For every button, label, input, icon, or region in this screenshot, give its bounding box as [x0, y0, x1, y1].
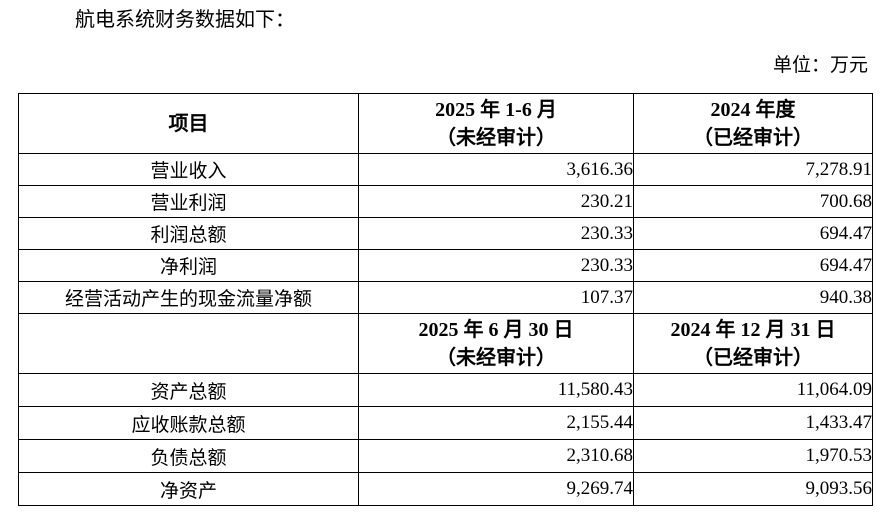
header-date-2025-line1: 2025 年 6 月 30 日 — [418, 318, 574, 341]
value-2025: 230.33 — [358, 217, 634, 250]
value-2025: 3,616.36 — [358, 153, 634, 186]
value-2025: 107.37 — [358, 281, 634, 314]
balance-header-empty-cell — [18, 313, 359, 374]
header-period-2024-line1: 2024 年度 — [710, 98, 796, 121]
header-cell-date-2024: 2024 年 12 月 31 日 （已经审计） — [633, 313, 873, 374]
value-2024: 1,970.53 — [633, 439, 873, 473]
table-row-total-profit: 利润总额 230.33 694.47 — [18, 217, 873, 250]
header-cell-period-2025: 2025 年 1-6 月 （未经审计） — [358, 93, 634, 154]
header-period-2025-line1: 2025 年 1-6 月 — [435, 98, 557, 121]
table-row-operating-cash-flow: 经营活动产生的现金流量净额 107.37 940.38 — [18, 281, 873, 314]
table-row-total-liabilities: 负债总额 2,310.68 1,970.53 — [18, 439, 873, 473]
value-2024: 7,278.91 — [633, 153, 873, 186]
item-label: 利润总额 — [18, 217, 359, 250]
header-date-2024-line1: 2024 年 12 月 31 日 — [670, 318, 836, 341]
value-2024: 940.38 — [633, 281, 873, 314]
item-label: 营业收入 — [18, 153, 359, 186]
value-2024: 700.68 — [633, 185, 873, 218]
balance-header-row: 2025 年 6 月 30 日 （未经审计） 2024 年 12 月 31 日 … — [18, 313, 873, 374]
header-cell-item: 项目 — [18, 93, 359, 154]
item-label: 资产总额 — [18, 373, 359, 407]
unit-label: 单位：万元 — [772, 55, 868, 76]
value-2024: 9,093.56 — [633, 472, 873, 506]
table-row-net-assets: 净资产 9,269.74 9,093.56 — [18, 472, 873, 506]
table-row-operating-profit: 营业利润 230.21 700.68 — [18, 185, 873, 218]
value-2024: 1,433.47 — [633, 406, 873, 440]
table-row-operating-revenue: 营业收入 3,616.36 7,278.91 — [18, 153, 873, 186]
value-2025: 230.33 — [358, 249, 634, 282]
value-2025: 230.21 — [358, 185, 634, 218]
intro-text: 航电系统财务数据如下： — [75, 9, 295, 31]
financial-data-table: 项目 2025 年 1-6 月 （未经审计） 2024 年度 （已经审计） 营业… — [18, 93, 873, 506]
header-cell-period-2024: 2024 年度 （已经审计） — [633, 93, 873, 154]
item-label: 经营活动产生的现金流量净额 — [18, 281, 359, 314]
header-date-2025-line2: （未经审计） — [436, 346, 556, 369]
value-2024: 694.47 — [633, 217, 873, 250]
value-2025: 2,310.68 — [358, 439, 634, 473]
item-label: 净资产 — [18, 472, 359, 506]
value-2025: 9,269.74 — [358, 472, 634, 506]
header-cell-date-2025: 2025 年 6 月 30 日 （未经审计） — [358, 313, 634, 374]
income-header-row: 项目 2025 年 1-6 月 （未经审计） 2024 年度 （已经审计） — [18, 93, 873, 154]
table-row-net-profit: 净利润 230.33 694.47 — [18, 249, 873, 282]
header-period-2025-line2: （未经审计） — [436, 126, 556, 149]
header-period-2024-line2: （已经审计） — [693, 126, 813, 149]
value-2025: 11,580.43 — [358, 373, 634, 407]
value-2024: 694.47 — [633, 249, 873, 282]
table-row-accounts-receivable: 应收账款总额 2,155.44 1,433.47 — [18, 406, 873, 440]
item-label: 负债总额 — [18, 439, 359, 473]
item-label: 净利润 — [18, 249, 359, 282]
table-row-total-assets: 资产总额 11,580.43 11,064.09 — [18, 373, 873, 407]
item-label: 应收账款总额 — [18, 406, 359, 440]
value-2024: 11,064.09 — [633, 373, 873, 407]
value-2025: 2,155.44 — [358, 406, 634, 440]
header-date-2024-line2: （已经审计） — [693, 346, 813, 369]
item-label: 营业利润 — [18, 185, 359, 218]
